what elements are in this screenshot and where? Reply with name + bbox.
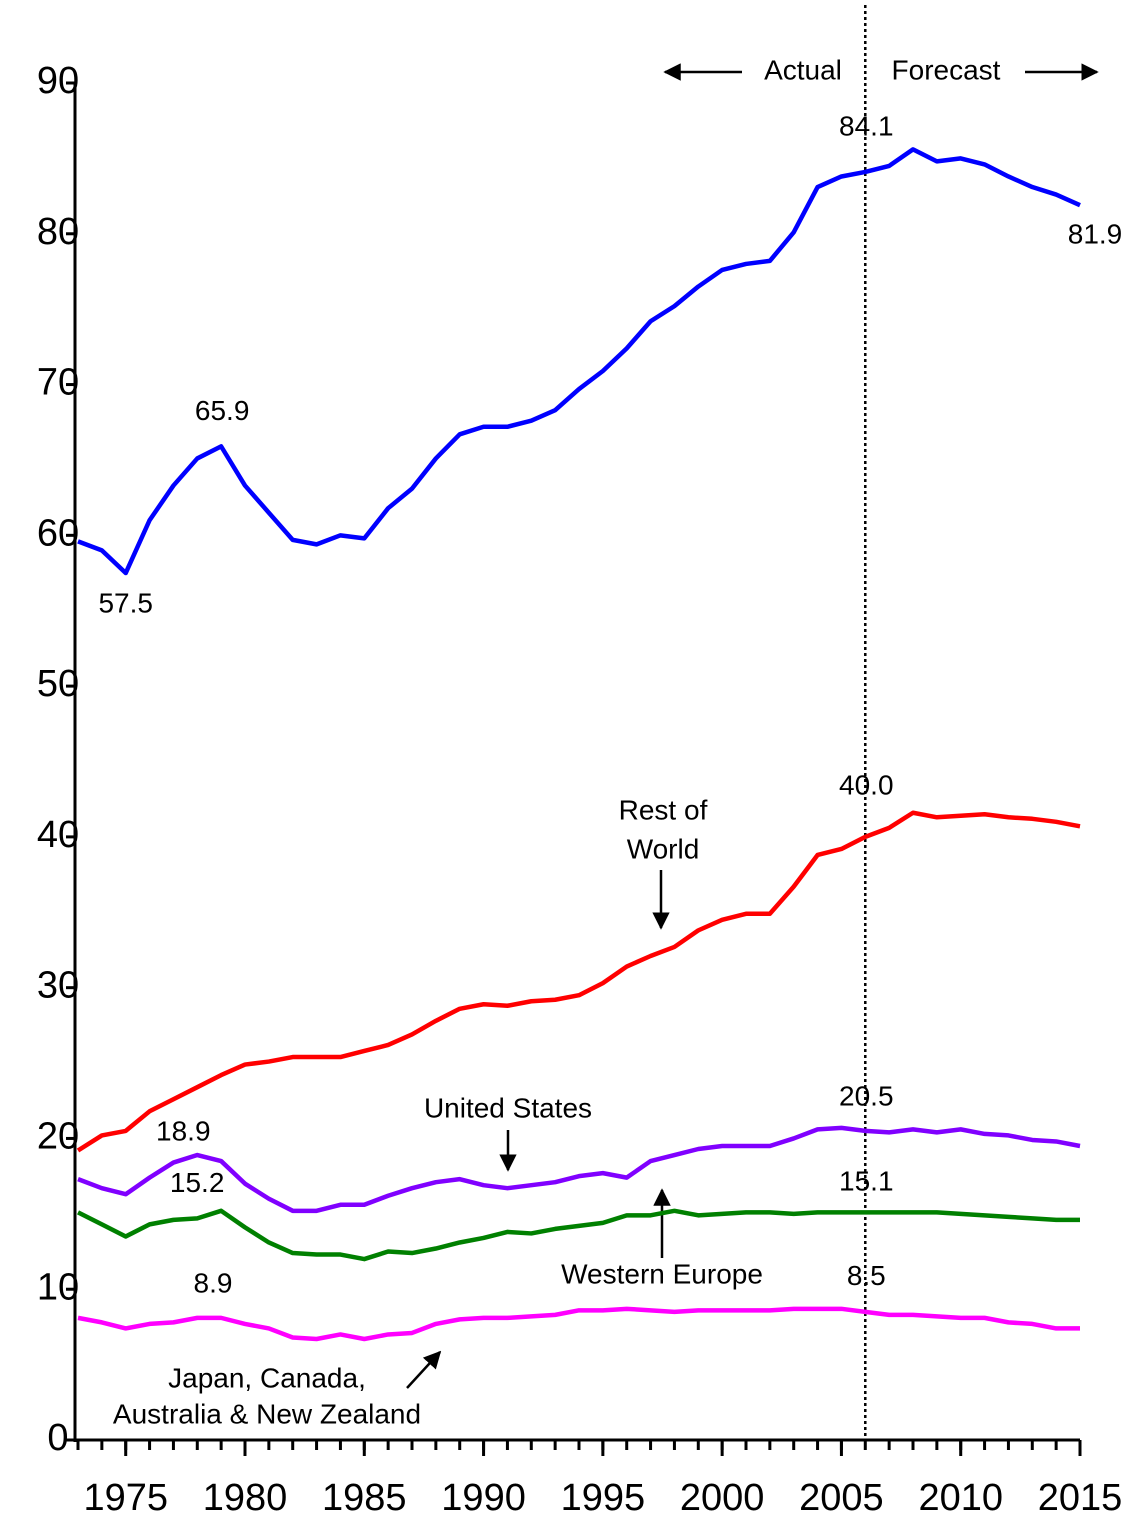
series-line	[77, 1125, 1081, 1214]
series-label: Western Europe	[561, 1258, 763, 1289]
series-label: Japan, Canada,	[168, 1362, 366, 1393]
y-tick-label: 40	[37, 814, 79, 856]
x-tick-label: 2000	[680, 1477, 765, 1519]
y-tick-label: 10	[37, 1266, 79, 1308]
value-label: 81.9	[1068, 219, 1123, 250]
value-label: 57.5	[98, 587, 153, 618]
annotation: 8.9	[194, 1267, 233, 1298]
series-label: Rest of	[619, 794, 708, 825]
y-tick-label: 60	[37, 512, 79, 554]
series-line	[76, 1208, 1080, 1262]
annotation: Forecast	[892, 54, 1001, 85]
x-tick-label: 2005	[799, 1477, 884, 1519]
x-tick-label: 1975	[83, 1477, 168, 1519]
y-tick-label: 80	[37, 211, 79, 253]
series-label: World	[627, 833, 700, 864]
y-tick-label: 70	[37, 362, 79, 404]
y-tick-label: 0	[47, 1417, 68, 1459]
series-line	[76, 810, 1081, 1153]
value-label: 65.9	[195, 395, 250, 426]
x-tick-label: 1985	[322, 1477, 407, 1519]
y-tick-label: 90	[37, 60, 79, 102]
value-label: 15.1	[839, 1166, 894, 1197]
x-tick-label: 1980	[203, 1477, 288, 1519]
value-label: 18.9	[156, 1115, 211, 1146]
value-label: 15.2	[170, 1167, 225, 1198]
series-line	[77, 147, 1081, 576]
arrow	[406, 1350, 442, 1389]
series-label: United States	[424, 1092, 592, 1123]
value-label: 84.1	[839, 110, 894, 141]
value-label: 20.5	[839, 1080, 894, 1111]
y-tick-label: 30	[37, 965, 79, 1007]
x-tick-label: 2010	[918, 1477, 1003, 1519]
x-tick-label: 2015	[1038, 1477, 1123, 1519]
value-label: 40.0	[839, 769, 894, 800]
x-tick-label: 1995	[561, 1477, 646, 1519]
x-tick-label: 1990	[441, 1477, 526, 1519]
series-label: Australia & New Zealand	[113, 1398, 421, 1429]
y-tick-label: 50	[37, 663, 79, 705]
series-line	[77, 1306, 1080, 1342]
arrows	[406, 63, 1099, 1389]
annotation: Actual	[764, 54, 842, 85]
y-tick-label: 20	[37, 1115, 79, 1157]
value-label: 8.5	[847, 1260, 886, 1291]
